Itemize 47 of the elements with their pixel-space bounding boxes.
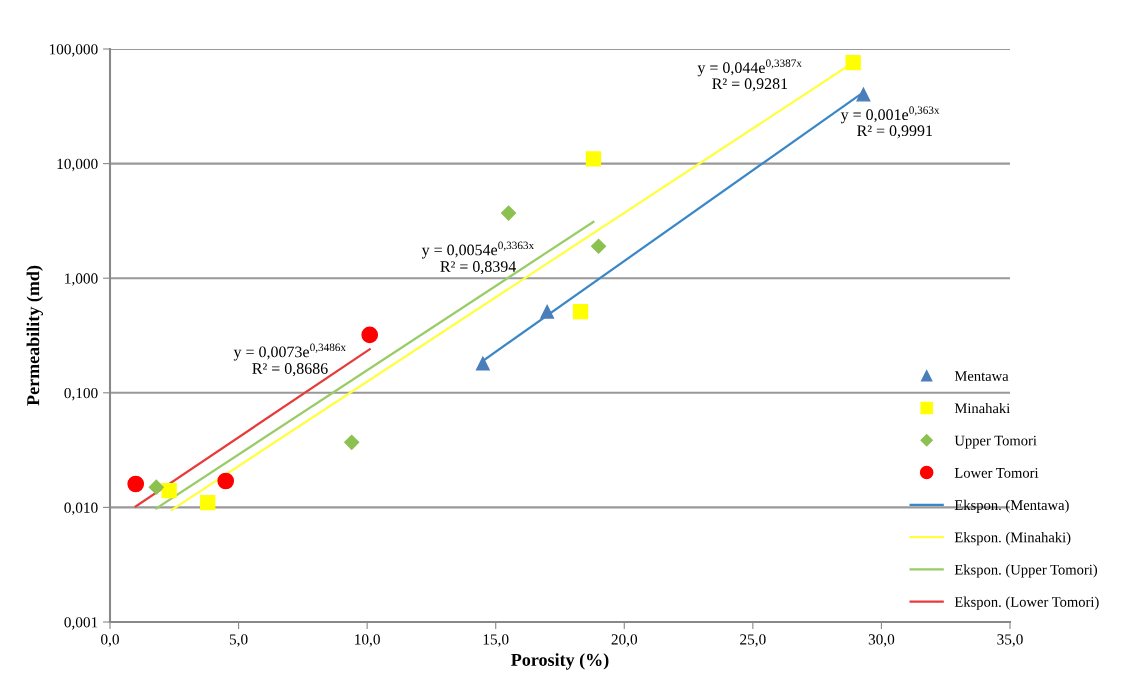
y-tick-label: 0,010 xyxy=(64,502,98,516)
point xyxy=(127,475,145,493)
point xyxy=(845,55,861,71)
legend-label: Mentawa xyxy=(954,371,1009,381)
y-tick-label: 10,000 xyxy=(57,158,98,172)
x-tick-label: 35,0 xyxy=(997,634,1023,647)
x-tick-label: 25,0 xyxy=(740,634,766,647)
y-axis-title: Permeability (md) xyxy=(26,265,43,406)
annotation: y = 0,001e$^{0,363x}$ xyxy=(840,106,940,124)
y-tick-label: 0,100 xyxy=(64,387,98,401)
point xyxy=(856,87,871,102)
legend-label: Minahaki xyxy=(954,402,1010,414)
point xyxy=(475,356,490,371)
annotation: R² = 0,8394 xyxy=(440,261,517,275)
x-tick-label: 10,0 xyxy=(355,634,380,647)
legend-label: Upper Tomori xyxy=(954,435,1037,449)
point xyxy=(501,205,517,221)
y-tick-label: 1,000 xyxy=(65,273,98,286)
legend-label: Ekspon. (Upper Tomori) xyxy=(954,564,1098,578)
annotation: y = 0,0073e$^{0,3486x}$ xyxy=(233,343,346,361)
y-tick-label: 0,001 xyxy=(64,617,98,630)
point xyxy=(572,304,589,320)
point xyxy=(148,479,164,495)
y-tick-label: 100,000 xyxy=(49,44,98,57)
x-tick-label: 15,0 xyxy=(483,634,509,647)
point xyxy=(344,434,360,450)
x-tick-label: 0,0 xyxy=(101,634,119,647)
annotation: R² = 0,8686 xyxy=(252,363,328,377)
legend-label: Ekspon. (Lower Tomori) xyxy=(954,596,1099,610)
annotation: R² = 0,9281 xyxy=(712,78,788,92)
x-tick-label: 5,0 xyxy=(229,634,248,647)
x-tick-label: 30,0 xyxy=(868,634,895,647)
point xyxy=(540,304,555,319)
point xyxy=(591,238,607,254)
legend-label: Ekspon. (Mentawa) xyxy=(954,499,1069,513)
annotation: y = 0,044e$^{0,3387x}$ xyxy=(697,59,802,77)
point xyxy=(217,472,235,490)
point xyxy=(161,483,177,499)
x-tick-label: 20,0 xyxy=(611,634,638,647)
point xyxy=(200,495,216,511)
point xyxy=(585,151,602,167)
legend-label: Lower Tomori xyxy=(954,467,1039,478)
annotation: y = 0,0054e$^{0,3363x}$ xyxy=(421,241,534,259)
x-axis-title: Porosity (%) xyxy=(511,653,609,670)
point xyxy=(361,326,379,344)
annotation: R² = 0,9991 xyxy=(857,125,933,139)
legend-label: Ekspon. (Minahaki) xyxy=(954,532,1071,546)
